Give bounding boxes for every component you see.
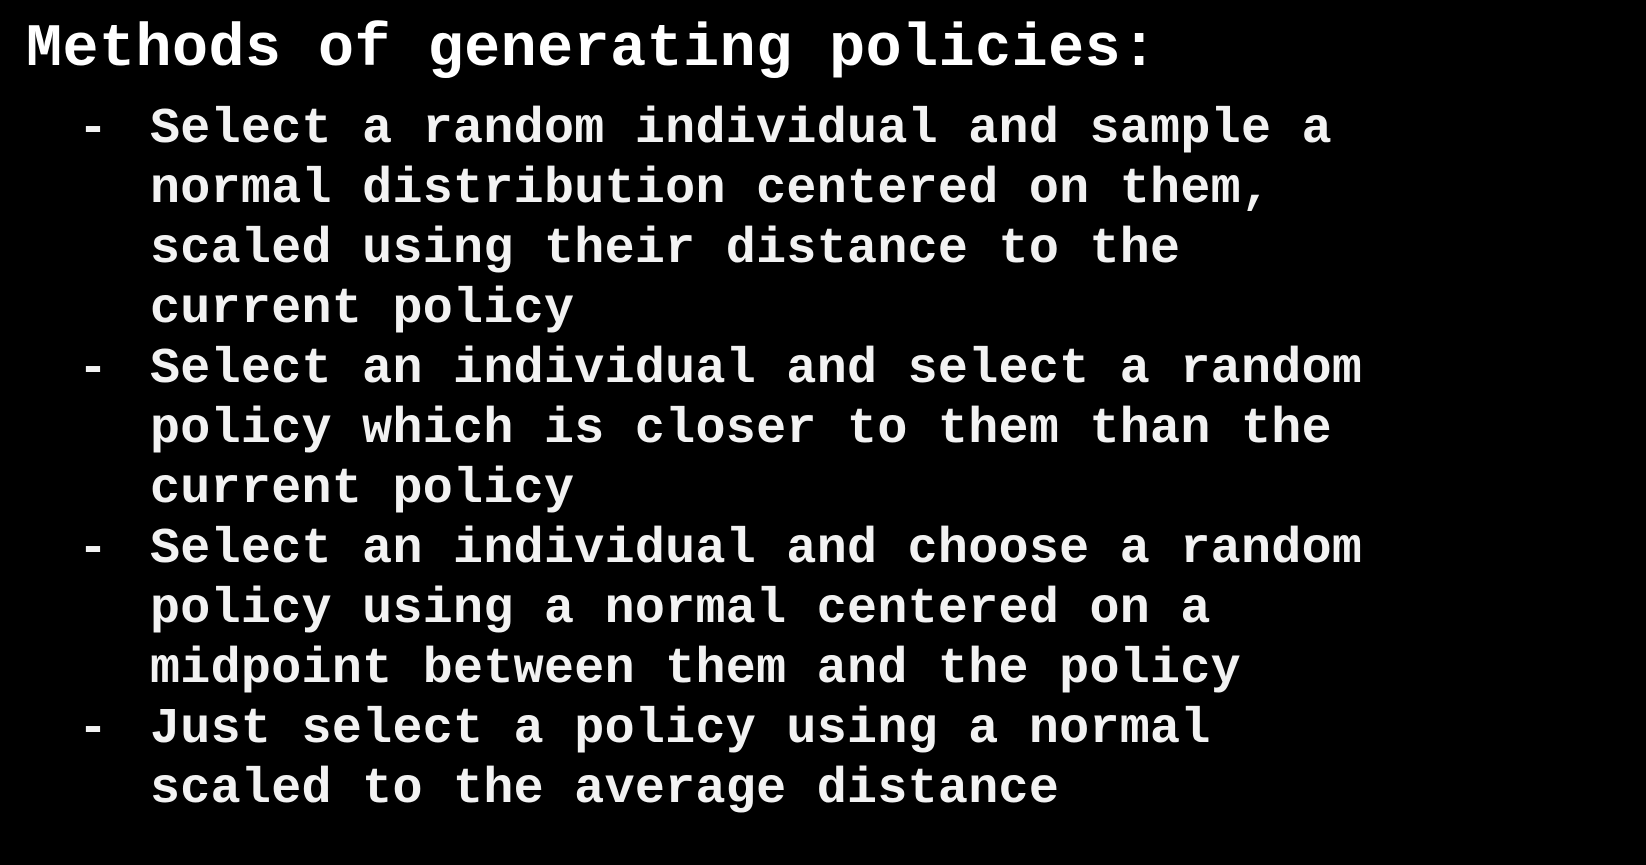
list-item: - Select a random individual and sample … [78, 100, 1362, 340]
list-item-line: scaled using their distance to the [150, 221, 1181, 278]
bullet-list: - Select a random individual and sample … [78, 100, 1362, 820]
list-item: - Select an individual and choose a rand… [78, 520, 1362, 700]
list-item-line: policy which is closer to them than the [150, 401, 1332, 458]
list-item-line: Select a random individual and sample a [150, 101, 1332, 158]
bullet-dash: - [78, 101, 109, 158]
bullet-dash: - [78, 341, 109, 398]
list-item-line: policy using a normal centered on a [150, 581, 1211, 638]
list-item-line: scaled to the average distance [150, 761, 1060, 818]
list-item-line: midpoint between them and the policy [150, 641, 1241, 698]
list-item-line: Just select a policy using a normal [150, 701, 1211, 758]
list-item: - Just select a policy using a normal sc… [78, 700, 1362, 820]
list-item-line: Select an individual and select a random [150, 341, 1363, 398]
list-item-line: current policy [150, 281, 575, 338]
list-item-line: current policy [150, 461, 575, 518]
bullet-dash: - [78, 701, 109, 758]
bullet-dash: - [78, 521, 109, 578]
slide-title: Methods of generating policies: [26, 16, 1158, 84]
list-item-line: Select an individual and choose a random [150, 521, 1363, 578]
list-item-line: normal distribution centered on them, [150, 161, 1272, 218]
list-item: - Select an individual and select a rand… [78, 340, 1362, 520]
